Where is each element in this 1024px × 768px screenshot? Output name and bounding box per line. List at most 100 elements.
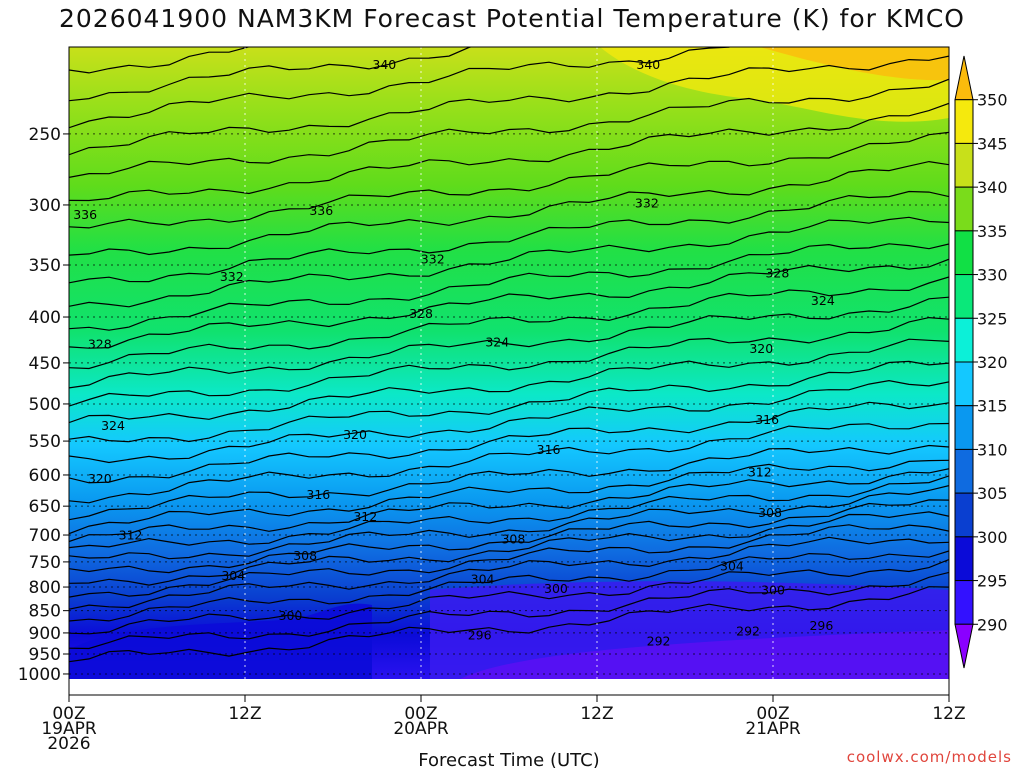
contour-label: 328	[765, 266, 789, 281]
x-tick-label: 00Z	[756, 704, 789, 724]
contour-label: 300	[761, 582, 785, 597]
ground-terrain-bar	[69, 679, 949, 695]
colorbar-top-triangle	[954, 55, 974, 101]
colorbar-label: 320	[977, 353, 1008, 372]
colorbar-band	[954, 230, 974, 276]
contour-label: 304	[221, 568, 245, 583]
contour-label: 292	[736, 623, 760, 638]
x-tick-label: 19APR	[41, 719, 97, 739]
colorbar-band	[954, 405, 974, 450]
contour-label: 320	[749, 341, 773, 356]
colorbar-band	[954, 492, 974, 538]
contour-line	[69, 444, 949, 521]
contour-line	[69, 47, 251, 74]
contour-label: 332	[421, 251, 445, 266]
contour-label: 308	[758, 505, 782, 520]
contour-line	[69, 316, 949, 407]
contour-label: 324	[101, 418, 125, 433]
colorbar-label: 335	[977, 222, 1008, 241]
y-tick-label: 850	[29, 602, 61, 622]
contour-label: 304	[720, 559, 744, 574]
contour-line	[69, 586, 949, 663]
contour-label: 332	[635, 195, 659, 210]
x-tick-label: 00Z	[404, 704, 437, 724]
colorbar-band	[954, 536, 974, 582]
contour-line	[69, 190, 949, 284]
contour-label: 316	[755, 412, 779, 427]
contour-line	[69, 243, 949, 331]
contour-label: 296	[468, 628, 492, 643]
contour-label: 292	[647, 634, 671, 649]
contour-label: 316	[537, 442, 561, 457]
contour-label: 312	[119, 527, 143, 542]
contour-line	[69, 571, 949, 650]
y-tick-label: 450	[29, 354, 61, 374]
colorbar-band	[954, 361, 974, 407]
y-tick-label: 600	[29, 466, 61, 486]
x-tick-label: 2026	[47, 734, 90, 754]
y-tick-label: 700	[29, 526, 61, 546]
colorbar-label: 315	[977, 397, 1008, 416]
contour-label: 336	[73, 207, 97, 222]
contour-line	[69, 536, 949, 610]
x-tick-label: 20APR	[393, 719, 449, 739]
contour-line	[69, 276, 949, 370]
isentrope-contours	[69, 47, 949, 663]
plot-frame	[68, 46, 950, 696]
contour-label: 312	[748, 465, 772, 480]
contour-line	[69, 485, 949, 560]
contour-line	[69, 55, 949, 156]
y-tick-label: 1000	[18, 665, 61, 685]
y-tick-label: 950	[29, 645, 61, 665]
contour-line	[69, 102, 949, 202]
contour-line	[69, 401, 949, 484]
y-tick-label: 800	[29, 578, 61, 598]
colorbar-band	[954, 274, 974, 319]
x-tick-label: 12Z	[932, 704, 965, 724]
plot-gridlines	[69, 47, 949, 679]
colorbar-label: 305	[977, 484, 1008, 503]
colorbar-label: 310	[977, 440, 1008, 459]
contour-label: 324	[811, 293, 835, 308]
warm-top-band-2	[760, 47, 949, 81]
y-tick-label: 250	[29, 125, 61, 145]
contour-line	[69, 379, 949, 464]
colorbar-label: 300	[977, 528, 1008, 547]
contour-line	[69, 475, 949, 549]
y-tick-label: 900	[29, 624, 61, 644]
y-tick-label: 550	[29, 432, 61, 452]
contour-label: 320	[343, 427, 367, 442]
contour-label: 316	[306, 487, 330, 502]
colorbar-label: 295	[977, 572, 1008, 591]
colorbar-label: 340	[977, 178, 1008, 197]
contour-label: 300	[544, 581, 568, 596]
contour-label: 328	[88, 336, 112, 351]
colorbar-band	[954, 142, 974, 188]
cold-pool-left	[69, 603, 372, 679]
contour-label: 320	[88, 471, 112, 486]
contour-line	[69, 216, 949, 308]
contour-label: 332	[220, 269, 244, 284]
colorbar-bottom-triangle	[954, 623, 974, 669]
contour-line	[69, 550, 949, 622]
x-tick-label: 00Z	[52, 704, 85, 724]
colorbar: 290 295 300 305 310 315 320 325 330 335 340 345 350	[954, 55, 1008, 669]
colorbar-band	[954, 186, 974, 232]
contour-label: 300	[279, 608, 303, 623]
x-axis-title: Forecast Time (UTC)	[418, 750, 599, 768]
colorbar-band	[954, 99, 974, 144]
y-tick-label: 350	[29, 256, 61, 276]
contour-line	[69, 468, 949, 543]
contour-label: 340	[372, 57, 396, 72]
y-tick-label: 750	[29, 553, 61, 573]
colorbar-band	[954, 580, 974, 625]
contour-line	[69, 47, 473, 102]
contour-line	[69, 511, 949, 586]
contour-labels: 340 340 336 336 332 332 332 328 328 328 324 324 324 3…	[73, 57, 835, 649]
contour-line	[69, 558, 949, 635]
y-tick-label: 300	[29, 196, 61, 216]
contour-line	[69, 422, 949, 504]
colorbar-label: 290	[977, 615, 1008, 634]
contour-label: 324	[485, 335, 509, 350]
